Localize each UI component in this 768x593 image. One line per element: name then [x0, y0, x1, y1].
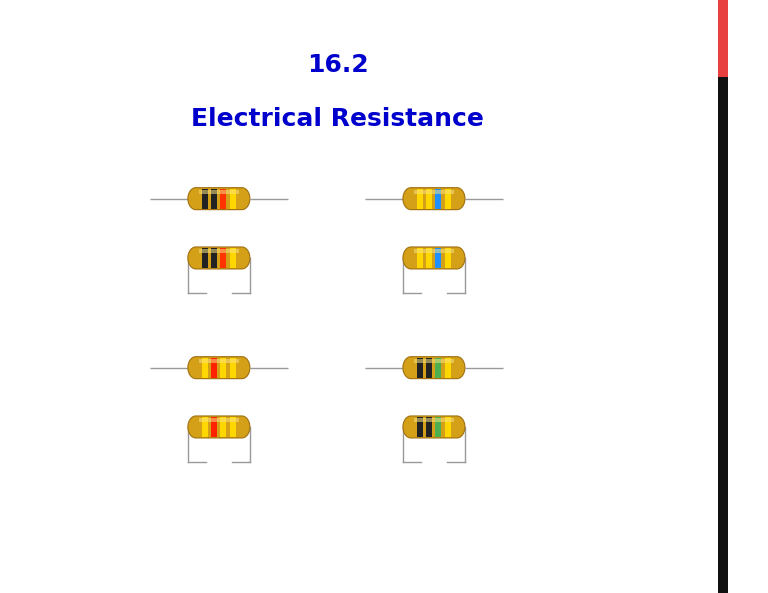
Ellipse shape	[449, 247, 465, 269]
Polygon shape	[199, 418, 239, 422]
Polygon shape	[220, 417, 226, 437]
Polygon shape	[211, 358, 217, 378]
Ellipse shape	[449, 416, 465, 438]
Polygon shape	[220, 358, 226, 378]
Text: Electrical Resistance: Electrical Resistance	[191, 107, 485, 130]
Polygon shape	[411, 356, 457, 379]
Polygon shape	[202, 417, 208, 437]
Polygon shape	[199, 359, 239, 363]
Polygon shape	[445, 358, 451, 378]
Polygon shape	[220, 248, 226, 268]
Polygon shape	[445, 248, 451, 268]
Polygon shape	[196, 416, 242, 438]
Polygon shape	[417, 417, 423, 437]
Polygon shape	[417, 248, 423, 268]
Ellipse shape	[403, 416, 419, 438]
Ellipse shape	[234, 247, 250, 269]
Ellipse shape	[234, 187, 250, 210]
Polygon shape	[445, 189, 451, 209]
Polygon shape	[445, 417, 451, 437]
Polygon shape	[196, 356, 242, 379]
Ellipse shape	[403, 356, 419, 379]
Polygon shape	[426, 248, 432, 268]
Polygon shape	[211, 417, 217, 437]
Bar	[718, 77, 728, 593]
Polygon shape	[230, 189, 236, 209]
Polygon shape	[435, 248, 441, 268]
Bar	[718, 0, 728, 77]
Ellipse shape	[234, 416, 250, 438]
Polygon shape	[411, 416, 457, 438]
Polygon shape	[411, 247, 457, 269]
Polygon shape	[196, 247, 242, 269]
Polygon shape	[435, 189, 441, 209]
Ellipse shape	[188, 416, 204, 438]
Ellipse shape	[403, 187, 419, 210]
Polygon shape	[199, 190, 239, 194]
Polygon shape	[414, 190, 454, 194]
Polygon shape	[230, 248, 236, 268]
Ellipse shape	[188, 247, 204, 269]
Polygon shape	[417, 189, 423, 209]
Ellipse shape	[403, 247, 419, 269]
Polygon shape	[435, 358, 441, 378]
Polygon shape	[426, 189, 432, 209]
Polygon shape	[211, 189, 217, 209]
Ellipse shape	[449, 187, 465, 210]
Polygon shape	[414, 359, 454, 363]
Polygon shape	[417, 358, 423, 378]
Ellipse shape	[234, 356, 250, 379]
Polygon shape	[230, 358, 236, 378]
Polygon shape	[230, 417, 236, 437]
Polygon shape	[426, 417, 432, 437]
Polygon shape	[411, 187, 457, 210]
Text: 16.2: 16.2	[307, 53, 369, 77]
Polygon shape	[435, 417, 441, 437]
Polygon shape	[220, 189, 226, 209]
Ellipse shape	[449, 356, 465, 379]
Polygon shape	[426, 358, 432, 378]
Polygon shape	[202, 189, 208, 209]
Polygon shape	[202, 358, 208, 378]
Ellipse shape	[188, 356, 204, 379]
Ellipse shape	[188, 187, 204, 210]
Polygon shape	[211, 248, 217, 268]
Polygon shape	[202, 248, 208, 268]
Polygon shape	[199, 249, 239, 253]
Polygon shape	[414, 249, 454, 253]
Polygon shape	[414, 418, 454, 422]
Polygon shape	[196, 187, 242, 210]
